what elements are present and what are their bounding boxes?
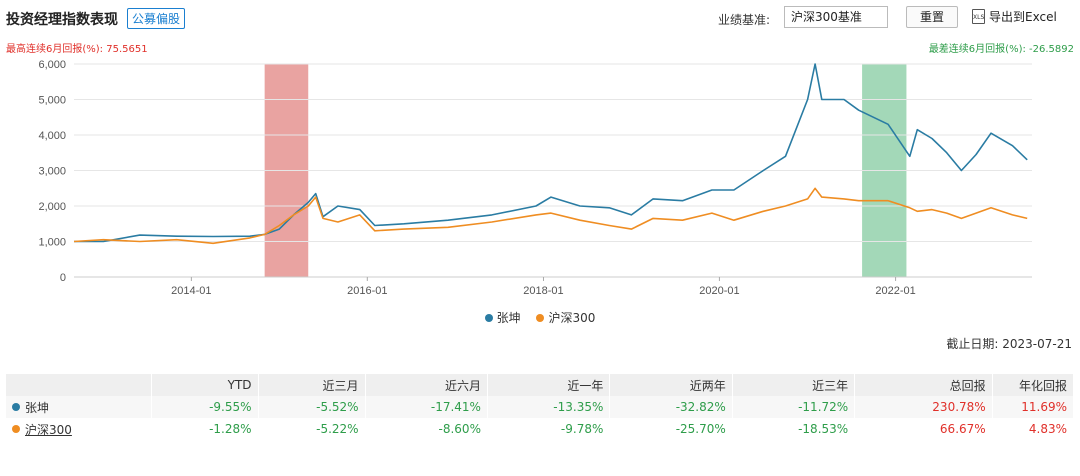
cell-total: 230.78% <box>854 396 993 418</box>
x-tick-label: 2018-01 <box>523 285 563 297</box>
legend-dot-benchmark <box>536 313 545 322</box>
index-performance-chart: 0 1,000 2,000 3,000 4,000 5,000 6,000 2014-01 20… <box>38 59 1032 297</box>
cell-3y: -18.53% <box>732 418 856 440</box>
cell-total: 66.67% <box>854 418 993 440</box>
legend-item-manager[interactable]: 张坤 <box>484 309 521 326</box>
col-header-annual: 年化回报 <box>992 374 1075 396</box>
cell-3y: -11.72% <box>732 396 856 418</box>
col-header-3y: 近三年 <box>732 374 856 396</box>
y-tick-label: 1,000 <box>38 237 66 249</box>
as-of-date: 截止日期: 2023-07-21 <box>946 337 1072 351</box>
cell-6m: -17.41% <box>365 396 488 418</box>
y-tick-label: 2,000 <box>38 201 66 213</box>
page-title: 投资经理指数表现 <box>6 12 118 28</box>
col-header-total: 总回报 <box>854 374 993 396</box>
x-tick-label: 2016-01 <box>347 285 387 297</box>
cell-ytd: -9.55% <box>151 396 259 418</box>
fund-type-tag[interactable]: 公募偏股 <box>127 8 186 29</box>
table-header-row: YTD 近三月 近六月 近一年 近两年 近三年 总回报 年化回报 <box>6 374 1075 396</box>
x-tick-label: 2020-01 <box>699 285 739 297</box>
row-name-manager[interactable]: 张坤 <box>25 400 50 415</box>
export-excel-button[interactable]: XLS 导出到Excel <box>972 8 1057 25</box>
reset-button[interactable]: 重置 <box>906 6 958 28</box>
cell-3m: -5.22% <box>258 418 366 440</box>
cell-3m: -5.52% <box>258 396 366 418</box>
legend-dot-manager <box>484 313 493 322</box>
table-row: 张坤 -9.55% -5.52% -17.41% -13.35% -32.82%… <box>6 396 1075 418</box>
cell-annual: 11.69% <box>992 396 1075 418</box>
legend-item-benchmark[interactable]: 沪深300 <box>536 309 595 326</box>
y-tick-label: 6,000 <box>38 59 66 71</box>
y-tick-label: 0 <box>60 272 66 284</box>
legend-label-benchmark: 沪深300 <box>548 311 596 325</box>
col-header-ytd: YTD <box>151 374 259 396</box>
col-header-6m: 近六月 <box>365 374 488 396</box>
chart-legend: 张坤 沪深300 <box>0 309 1080 326</box>
row-dot-manager <box>12 403 20 411</box>
cell-1y: -9.78% <box>487 418 611 440</box>
cell-annual: 4.83% <box>992 418 1075 440</box>
x-tick-label: 2022-01 <box>875 285 915 297</box>
y-tick-label: 3,000 <box>38 166 66 178</box>
col-header-name <box>6 374 152 396</box>
cell-2y: -32.82% <box>609 396 733 418</box>
row-name-cell: 沪深300 <box>6 418 152 440</box>
col-header-3m: 近三月 <box>258 374 366 396</box>
cell-1y: -13.35% <box>487 396 611 418</box>
row-name-cell: 张坤 <box>6 396 152 418</box>
performance-table: YTD 近三月 近六月 近一年 近两年 近三年 总回报 年化回报 张坤 -9.5… <box>6 374 1075 440</box>
x-tick-label: 2014-01 <box>171 285 211 297</box>
benchmark-select[interactable]: 沪深300基准 <box>784 6 888 28</box>
min-6m-return: 最差连续6月回报(%): -26.5892 <box>928 44 1074 55</box>
cell-2y: -25.70% <box>609 418 733 440</box>
benchmark-label: 业绩基准: <box>718 13 771 27</box>
col-header-1y: 近一年 <box>487 374 611 396</box>
toolbar: 投资经理指数表现 公募偏股 业绩基准: 沪深300基准 重置 XLS 导出到Ex… <box>0 0 1080 36</box>
manager-series-line <box>74 63 1028 243</box>
row-name-benchmark[interactable]: 沪深300 <box>25 422 72 437</box>
legend-label-manager: 张坤 <box>496 311 521 325</box>
cell-ytd: -1.28% <box>151 418 259 440</box>
xls-file-icon: XLS <box>972 9 985 24</box>
table-row: 沪深300 -1.28% -5.22% -8.60% -9.78% -25.70… <box>6 418 1075 440</box>
y-tick-label: 5,000 <box>38 95 66 107</box>
col-header-2y: 近两年 <box>609 374 733 396</box>
benchmark-series-line <box>73 187 1028 245</box>
max-6m-return: 最高连续6月回报(%): 75.5651 <box>6 44 148 55</box>
export-label: 导出到Excel <box>989 10 1057 24</box>
y-tick-label: 4,000 <box>38 130 66 142</box>
row-dot-benchmark <box>12 425 20 433</box>
cell-6m: -8.60% <box>365 418 488 440</box>
